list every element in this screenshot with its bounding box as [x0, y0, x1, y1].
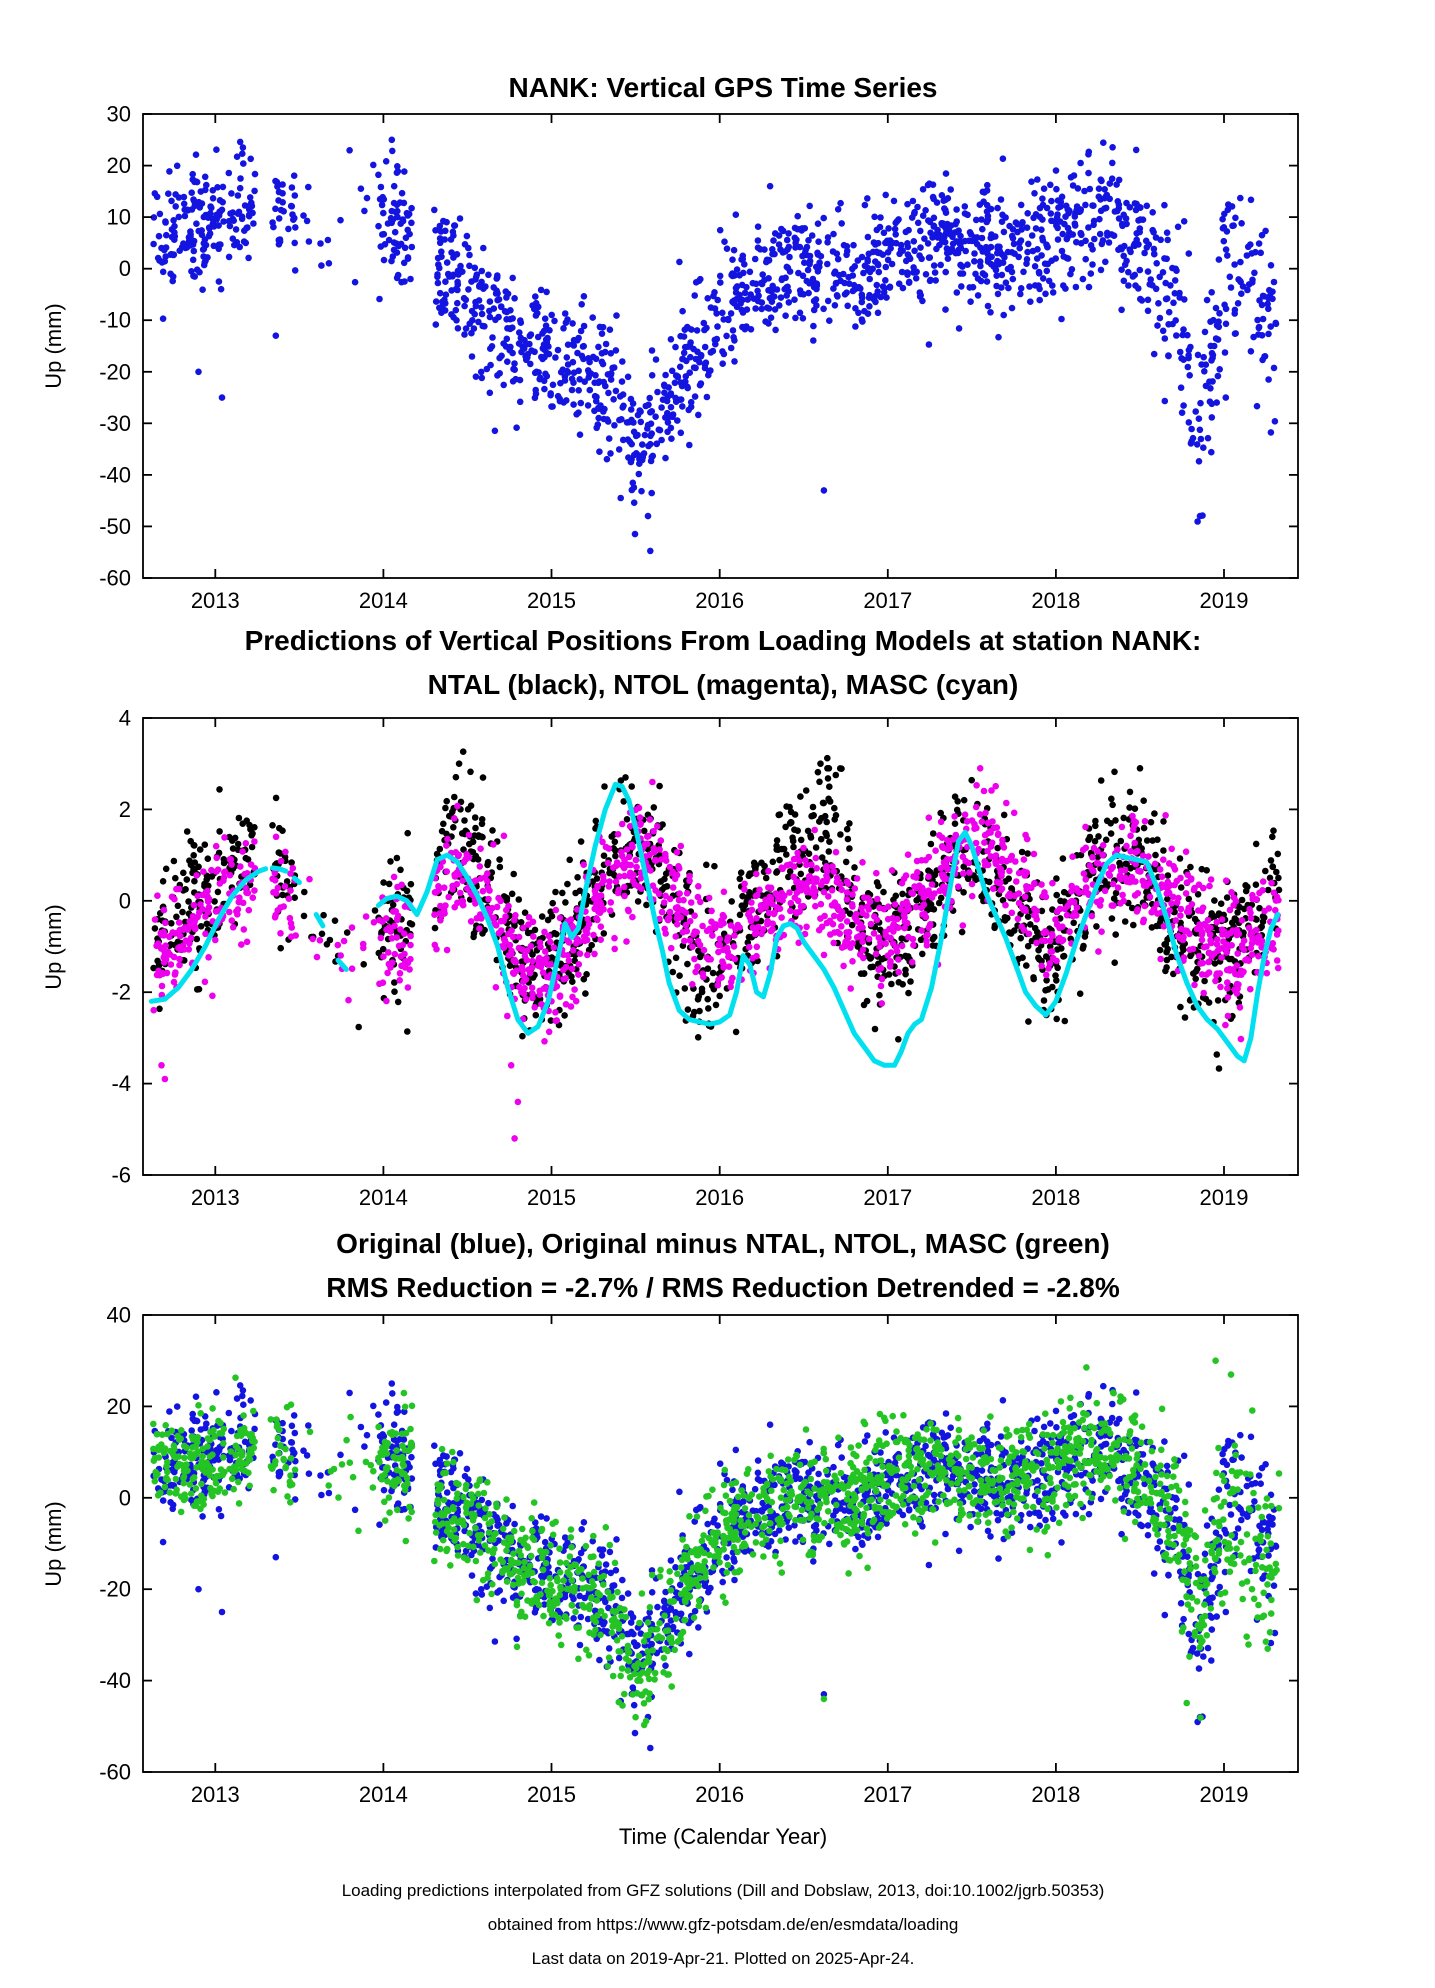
svg-text:2016: 2016 — [695, 588, 744, 613]
svg-text:2018: 2018 — [1031, 588, 1080, 613]
svg-text:2014: 2014 — [359, 588, 408, 613]
footer-line-url: obtained from https://www.gfz-potsdam.de… — [488, 1915, 959, 1934]
panel3-title-line2: RMS Reduction = -2.7% / RMS Reduction De… — [326, 1272, 1120, 1303]
panel2-data — [148, 748, 1283, 1142]
svg-text:2017: 2017 — [863, 588, 912, 613]
svg-text:2015: 2015 — [527, 588, 576, 613]
panel3-data — [150, 1357, 1283, 1752]
panel1-ylabel: Up (mm) — [41, 303, 66, 389]
svg-text:0: 0 — [119, 256, 131, 281]
panel3-ylabel: Up (mm) — [41, 1501, 66, 1587]
x-axis-label: Time (Calendar Year) — [619, 1824, 827, 1849]
svg-text:-50: -50 — [99, 514, 131, 539]
panel2-title-line1: Predictions of Vertical Positions From L… — [245, 625, 1202, 656]
svg-text:-20: -20 — [99, 359, 131, 384]
panel1-title: NANK: Vertical GPS Time Series — [509, 72, 938, 103]
svg-text:2019: 2019 — [1200, 588, 1249, 613]
svg-text:2013: 2013 — [191, 588, 240, 613]
panel2-ylabel: Up (mm) — [41, 904, 66, 990]
series-original-minus-ntal-ntol-masc — [150, 1357, 1283, 1729]
svg-text:30: 30 — [107, 102, 131, 127]
svg-text:20: 20 — [107, 153, 131, 178]
series-masc — [148, 781, 1281, 1068]
svg-text:-10: -10 — [99, 308, 131, 333]
panel1-data — [150, 136, 1280, 555]
svg-text:10: 10 — [107, 205, 131, 230]
panel1-axes: 2013 2014 2015 2016 2017 2018 2019 30 20 10 0 -10 -2… — [99, 102, 1299, 613]
panel3-title-line1: Original (blue), Original minus NTAL, NT… — [336, 1228, 1110, 1259]
panel3-axes: 2013 2014 2015 2016 2017 2018 201940200-20-40-… — [99, 1303, 1299, 1807]
svg-text:-30: -30 — [99, 411, 131, 436]
series-original — [150, 136, 1280, 555]
footer-line-source: Loading predictions interpolated from GF… — [342, 1881, 1105, 1900]
svg-text:-60: -60 — [99, 566, 131, 591]
footer-line-dates: Last data on 2019-Apr-21. Plotted on 202… — [532, 1949, 915, 1968]
svg-text:-40: -40 — [99, 462, 131, 487]
panel2-title-line2: NTAL (black), NTOL (magenta), MASC (cyan… — [428, 669, 1019, 700]
